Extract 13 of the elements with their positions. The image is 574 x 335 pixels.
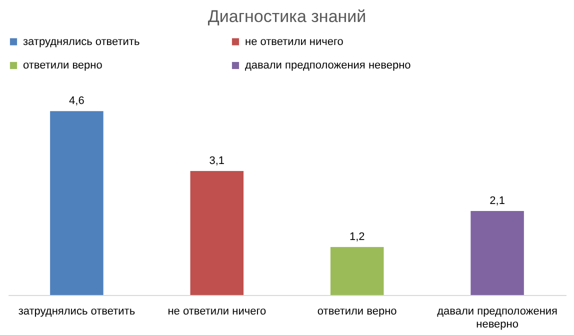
data-label: 2,1 (490, 195, 505, 208)
legend-label: давали предположения неверно (245, 60, 411, 72)
legend-label: затруднялись ответить (23, 36, 140, 48)
x-tick-label: затруднялись ответить (18, 306, 136, 318)
data-label: 3,1 (209, 155, 225, 168)
legend-label: не ответили ничего (245, 36, 344, 48)
legend-label: ответили верно (23, 60, 102, 72)
x-tick-label: давали предположения неверно (437, 306, 558, 330)
chart-title: Диагностика знаний (208, 7, 366, 26)
data-label: 1,2 (349, 231, 365, 244)
x-tick-label: не ответили ничего (168, 306, 266, 318)
data-label: 4,6 (69, 95, 84, 108)
x-tick-label: ответили верно (317, 306, 397, 318)
